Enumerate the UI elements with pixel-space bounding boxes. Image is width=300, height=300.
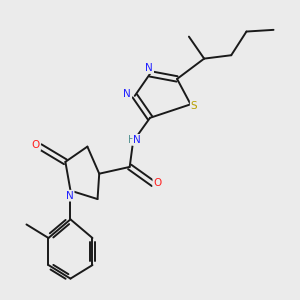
Text: O: O (153, 178, 162, 188)
Text: H: H (128, 135, 135, 145)
Text: N: N (146, 63, 153, 73)
Text: N: N (133, 135, 141, 145)
Text: S: S (191, 101, 197, 111)
Text: N: N (123, 89, 131, 99)
Text: O: O (32, 140, 40, 150)
Text: N: N (66, 191, 74, 201)
